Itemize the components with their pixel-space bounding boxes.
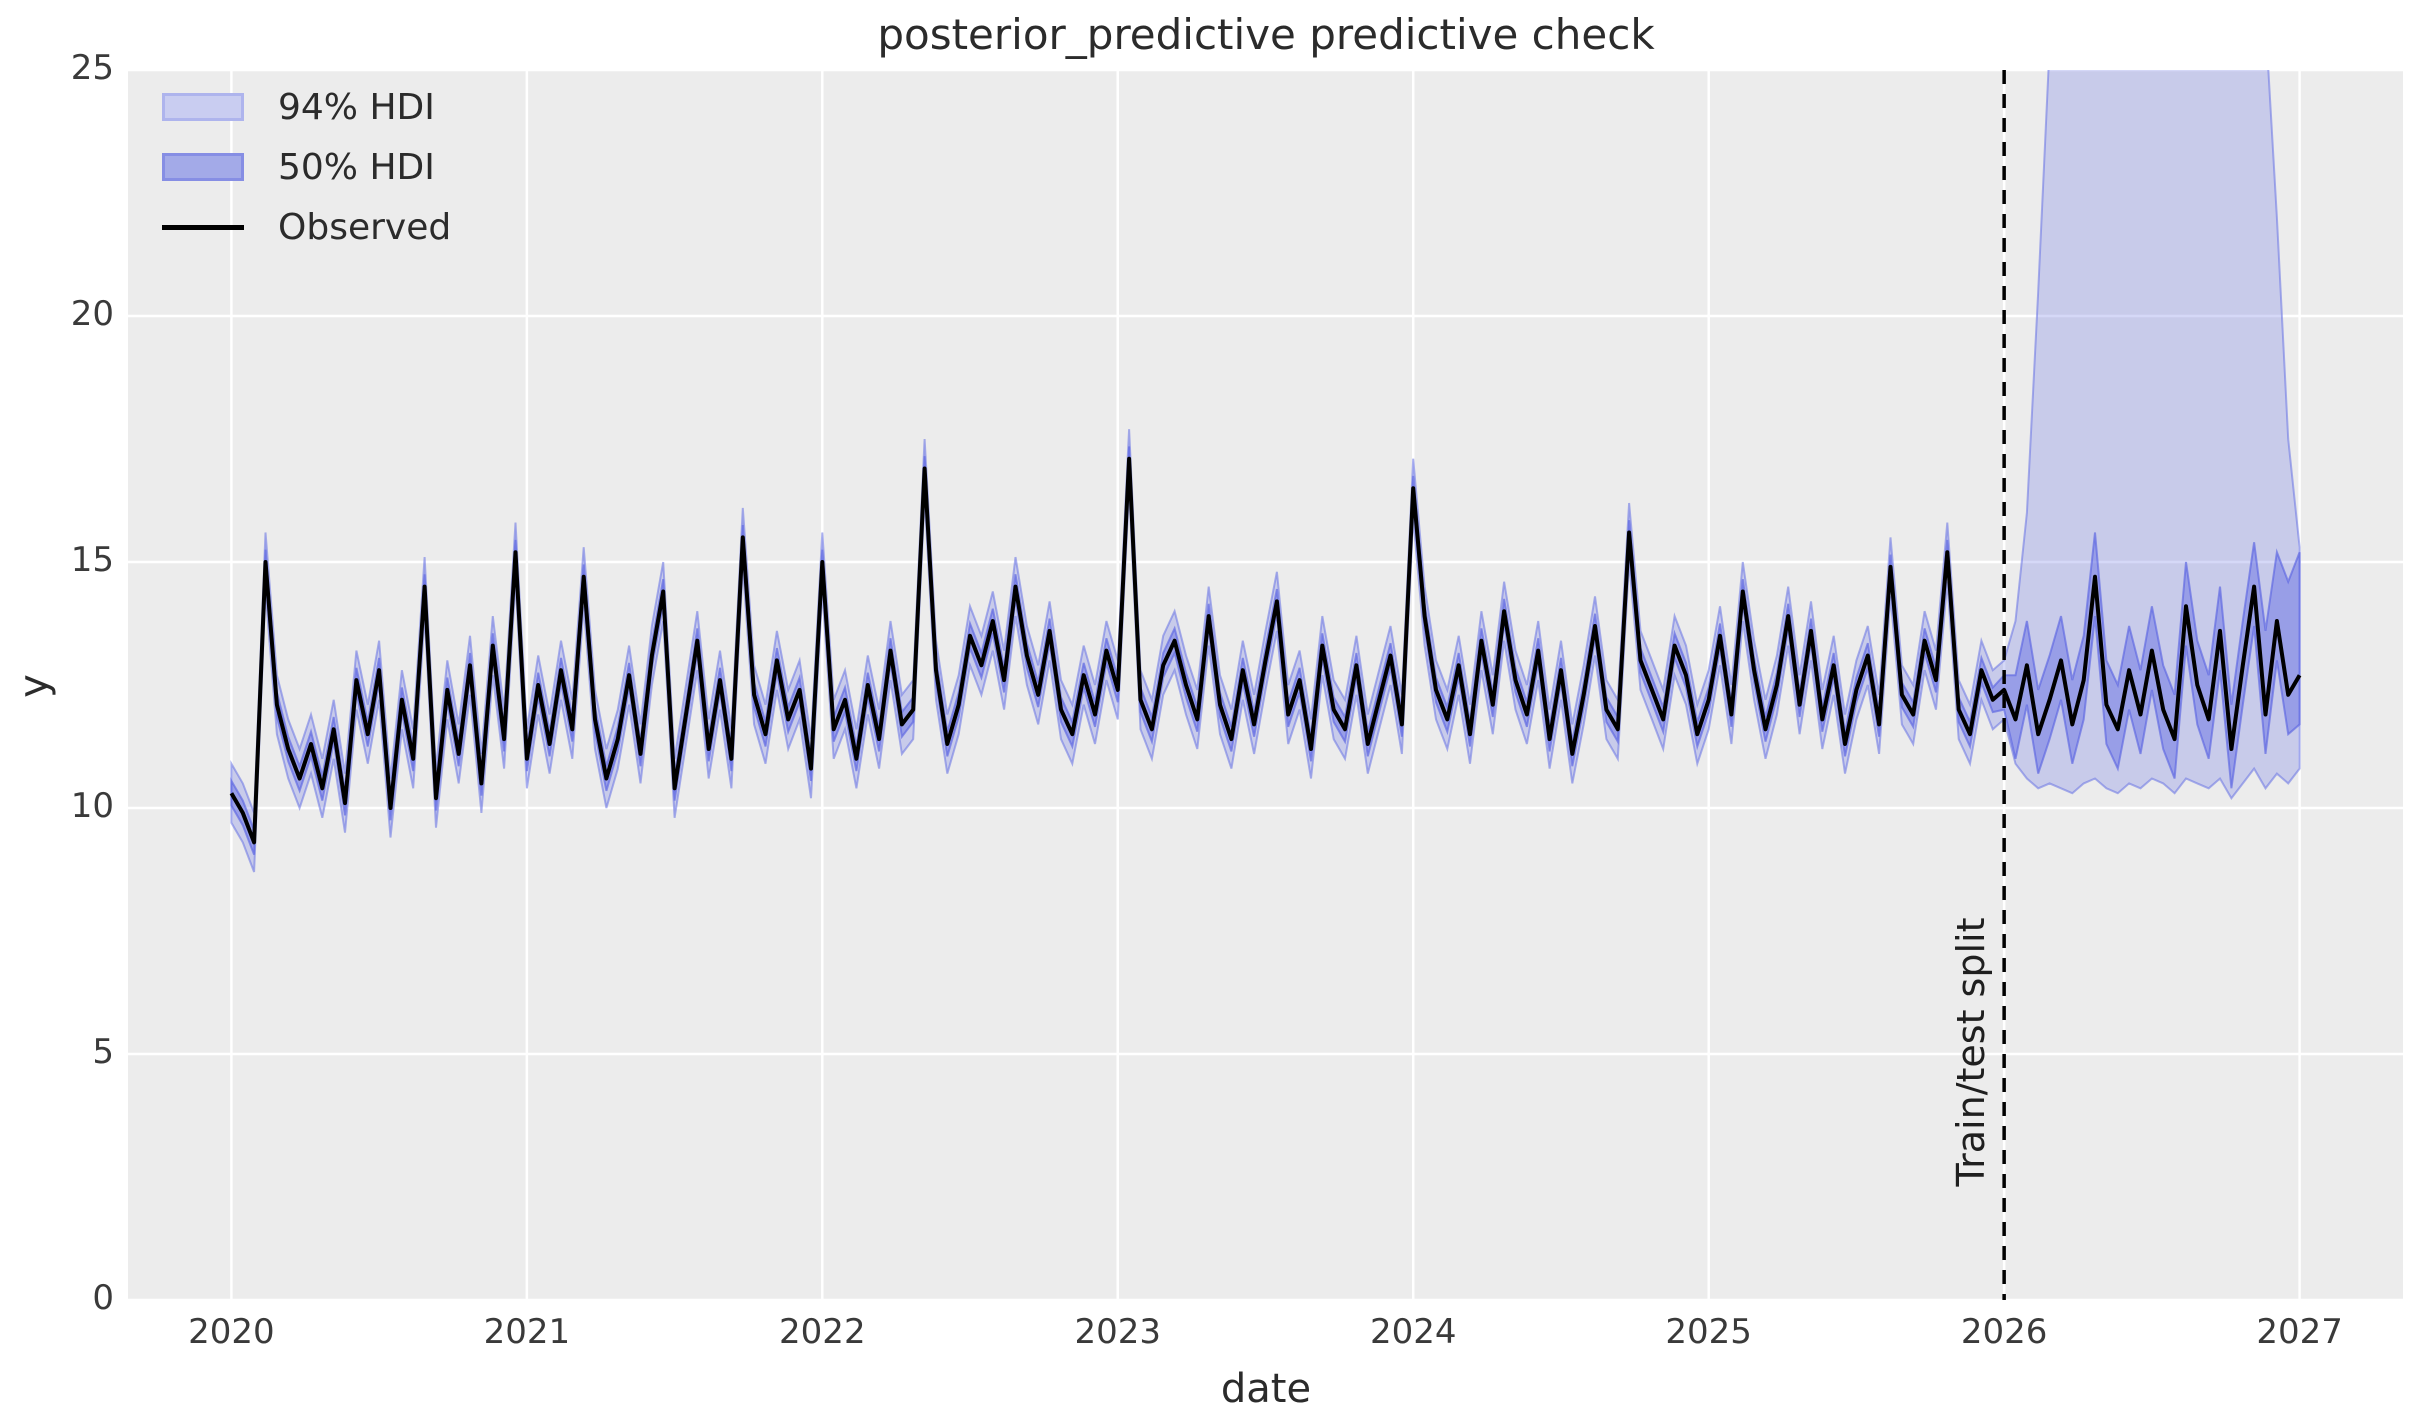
legend-item-50-hdi: 50% HDI <box>162 147 451 188</box>
x-tick-label: 2025 <box>1665 1312 1752 1352</box>
y-tick-label: 5 <box>92 1032 114 1072</box>
observed-line <box>229 456 2302 845</box>
legend-label: Observed <box>278 206 452 248</box>
hdi-94-swatch <box>162 93 244 121</box>
y-axis-label: y <box>11 674 57 698</box>
y-tick-label: 20 <box>70 294 114 334</box>
x-tick-label: 2020 <box>188 1312 275 1352</box>
hdi-50-swatch <box>162 153 244 181</box>
hdi-94-band <box>230 70 2301 873</box>
x-axis-label: date <box>1220 1366 1312 1412</box>
x-tick-label: 2023 <box>1074 1312 1162 1352</box>
legend-label: 50% HDI <box>278 146 435 188</box>
observed-line-swatch <box>162 224 244 230</box>
legend-item-94-hdi: 94% HDI <box>162 87 451 128</box>
x-tick-label: 2024 <box>1369 1312 1457 1352</box>
x-tick-label: 2027 <box>2256 1312 2343 1352</box>
x-tick-label: 2021 <box>483 1312 571 1352</box>
legend-item-observed: Observed <box>162 207 451 248</box>
y-tick-label: 15 <box>70 540 114 580</box>
series-group <box>229 70 2302 873</box>
train-test-split-label: Train/test split <box>1949 917 1993 1187</box>
y-tick-label: 25 <box>70 48 114 88</box>
y-tick-label: 0 <box>92 1278 114 1318</box>
y-tick-label: 10 <box>70 786 114 826</box>
x-tick-label: 2022 <box>779 1312 866 1352</box>
x-tick-label: 2026 <box>1960 1312 2048 1352</box>
legend-label: 94% HDI <box>278 86 435 128</box>
legend: 94% HDI 50% HDI Observed <box>162 87 451 270</box>
page-title: posterior_predictive predictive check <box>877 10 1655 59</box>
